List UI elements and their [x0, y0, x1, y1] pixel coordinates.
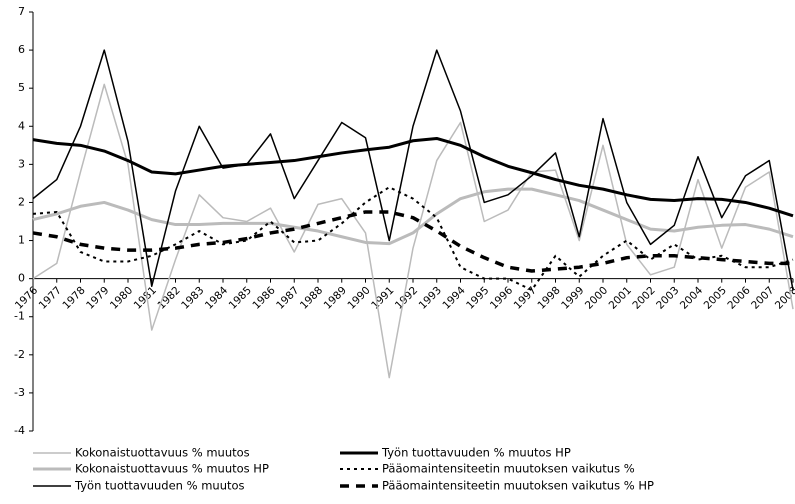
x-tick-label: 1980 [108, 284, 135, 311]
y-tick-label: 1 [18, 234, 25, 247]
x-tick-label: 1994 [440, 284, 468, 312]
x-tick-label: 1995 [464, 284, 491, 311]
x-tick-label: 1979 [84, 284, 111, 311]
x-tick-label: 2000 [583, 284, 610, 311]
y-tick-label: 4 [18, 119, 25, 132]
y-tick-label: -1 [14, 310, 25, 323]
legend-label: Työn tuottavuuden % muutos [74, 479, 245, 493]
y-tick-label: -2 [14, 348, 25, 361]
x-tick-label: 1983 [179, 284, 206, 311]
series-line [32, 186, 794, 292]
y-tick-label: 0 [18, 272, 25, 285]
x-tick-label: 1999 [559, 284, 586, 311]
series-line [32, 187, 794, 246]
x-tick-label: 1991 [369, 284, 396, 311]
x-tick-label: 1987 [274, 284, 301, 311]
x-tick-label: 1990 [345, 284, 372, 311]
x-tick-label: 1986 [250, 284, 278, 312]
legend: Kokonaistuottavuus % muutos Kokonaistuott… [33, 446, 654, 493]
y-tick-label: -4 [14, 424, 25, 437]
y-tick-label: 7 [18, 5, 25, 18]
legend-label: Kokonaistuottavuus % muutos [75, 446, 250, 460]
y-tick-label: 3 [18, 157, 25, 170]
legend-label: Pääomaintensiteetin muutoksen vaikutus %… [382, 479, 654, 493]
series-line [32, 49, 794, 291]
y-tick-label: -3 [14, 386, 25, 399]
y-tick-label: 6 [18, 43, 25, 56]
x-tick-label: 1993 [417, 284, 444, 311]
series-line [32, 83, 794, 379]
y-tick-label: 5 [18, 81, 25, 94]
x-tick-label: 2002 [630, 284, 657, 311]
x-tick-label: 2001 [607, 284, 634, 311]
x-tick-label: 1985 [227, 284, 254, 311]
x-tick-label: 2003 [654, 284, 681, 311]
legend-label: Kokonaistuottavuus % muutos HP [75, 462, 269, 476]
x-tick-label: 1978 [60, 284, 87, 311]
series-line [32, 210, 793, 273]
x-tick-label: 1984 [203, 284, 231, 312]
legend-label: Pääomaintensiteetin muutoksen vaikutus % [382, 462, 635, 476]
y-tick-label: 2 [18, 195, 25, 208]
x-tick-label: 1997 [512, 284, 539, 311]
x-tick-label: 2007 [749, 284, 776, 311]
legend-label: Työn tuottavuuden % muutos HP [381, 446, 571, 460]
x-tick-label: 2006 [725, 284, 753, 312]
x-tick-label: 2005 [702, 284, 729, 311]
x-tick-label: 1992 [393, 284, 420, 311]
x-tick-label: 1977 [37, 284, 64, 311]
x-tick-label: 1996 [488, 284, 516, 312]
x-tick-label: 2004 [678, 284, 706, 312]
series-line [32, 136, 794, 218]
x-tick-label: 1988 [298, 284, 325, 311]
x-tick-label: 1976 [13, 284, 41, 312]
x-tick-label: 1989 [322, 284, 349, 311]
x-tick-label: 1998 [535, 284, 562, 311]
